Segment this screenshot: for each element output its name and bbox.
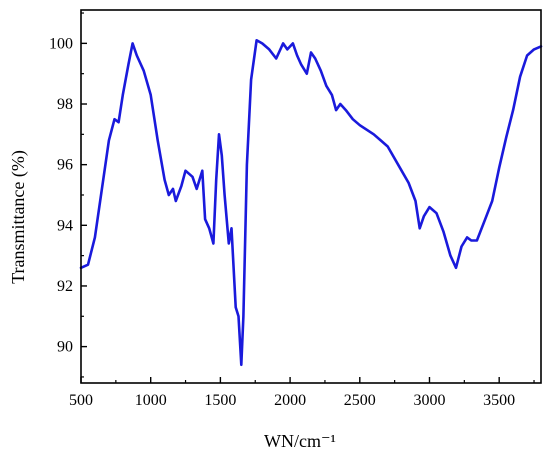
- x-tick-label: 1000: [135, 392, 167, 409]
- y-tick-label: 98: [57, 96, 73, 113]
- x-tick-label: 2500: [344, 392, 376, 409]
- x-tick-label: 500: [69, 392, 93, 409]
- y-tick-label: 92: [57, 278, 73, 295]
- plot-border: [80, 9, 542, 384]
- y-tick-label: 90: [57, 339, 73, 356]
- x-tick-label: 1500: [204, 392, 236, 409]
- y-tick-label: 96: [57, 157, 73, 174]
- plot-layer: [79, 39, 543, 367]
- series-line: [79, 39, 543, 367]
- plot-frame: [80, 9, 542, 384]
- x-tick-label: 3500: [483, 392, 515, 409]
- tick-layer: 500 1000 1500 2000 2500 3000 3500 90 92 94 96 98 100: [49, 12, 535, 409]
- y-tick-label: 94: [57, 217, 73, 234]
- y-axis-title: Transmittance (%): [8, 150, 29, 284]
- x-axis-title: WN/cm⁻¹: [264, 431, 336, 451]
- x-tick-label: 3000: [413, 392, 445, 409]
- x-tick-label: 2000: [274, 392, 306, 409]
- y-tick-label: 100: [49, 35, 73, 52]
